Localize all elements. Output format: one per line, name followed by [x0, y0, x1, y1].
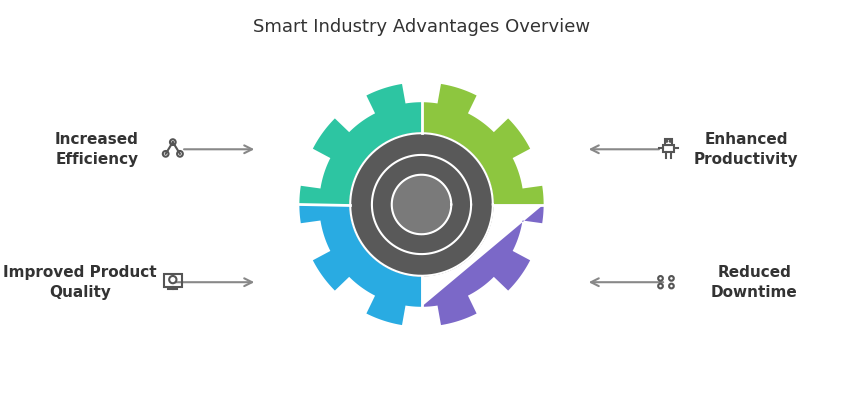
- Text: Improved Product
Quality: Improved Product Quality: [3, 265, 157, 300]
- Text: Reduced
Downtime: Reduced Downtime: [711, 265, 797, 300]
- Circle shape: [666, 140, 668, 142]
- Text: Enhanced
Productivity: Enhanced Productivity: [694, 132, 798, 167]
- Polygon shape: [350, 133, 493, 276]
- Polygon shape: [392, 175, 451, 234]
- Text: Smart Industry Advantages Overview: Smart Industry Advantages Overview: [253, 18, 590, 36]
- Polygon shape: [422, 84, 544, 204]
- Polygon shape: [350, 133, 544, 325]
- Polygon shape: [299, 84, 422, 204]
- Polygon shape: [299, 204, 422, 325]
- Text: Increased
Efficiency: Increased Efficiency: [55, 132, 139, 167]
- Circle shape: [669, 140, 671, 142]
